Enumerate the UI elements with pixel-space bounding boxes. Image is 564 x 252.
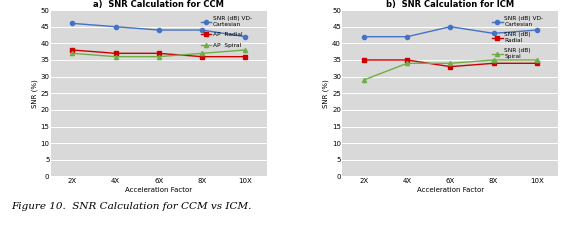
AP  Radial <box>155 52 162 55</box>
Title: a)  SNR Calculation for CCM: a) SNR Calculation for CCM <box>93 0 224 9</box>
AP  Spiral <box>69 52 76 55</box>
SNR (dB) VD-
Cartesian <box>155 28 162 32</box>
Y-axis label: SNR (%): SNR (%) <box>31 79 38 108</box>
SNR (dB)
Radial <box>360 58 367 61</box>
AP  Spiral <box>155 55 162 58</box>
Legend: SNR (dB) VD-
Cartesian, SNR (dB)
Radial, SNR (dB)
Spiral: SNR (dB) VD- Cartesian, SNR (dB) Radial,… <box>492 16 544 59</box>
Line: SNR (dB)
Radial: SNR (dB) Radial <box>362 58 539 69</box>
SNR (dB)
Spiral <box>534 58 540 61</box>
Y-axis label: SNR (%): SNR (%) <box>323 79 329 108</box>
Line: SNR (dB) VD-
Cartesian: SNR (dB) VD- Cartesian <box>362 25 539 39</box>
SNR (dB) VD-
Cartesian <box>534 28 540 32</box>
SNR (dB) VD-
Cartesian <box>447 25 454 28</box>
SNR (dB) VD-
Cartesian <box>199 28 205 32</box>
AP  Radial <box>112 52 119 55</box>
AP  Spiral <box>199 52 205 55</box>
SNR (dB)
Spiral <box>360 78 367 81</box>
AP  Radial <box>69 48 76 51</box>
SNR (dB) VD-
Cartesian <box>242 35 249 38</box>
SNR (dB) VD-
Cartesian <box>490 32 497 35</box>
SNR (dB)
Spiral <box>490 58 497 61</box>
AP  Spiral <box>242 48 249 51</box>
SNR (dB)
Spiral <box>447 62 454 65</box>
SNR (dB)
Radial <box>490 62 497 65</box>
X-axis label: Acceleration Factor: Acceleration Factor <box>125 186 192 193</box>
X-axis label: Acceleration Factor: Acceleration Factor <box>417 186 484 193</box>
Title: b)  SNR Calculation for ICM: b) SNR Calculation for ICM <box>386 0 514 9</box>
Line: SNR (dB) VD-
Cartesian: SNR (dB) VD- Cartesian <box>70 21 247 39</box>
SNR (dB)
Radial <box>404 58 411 61</box>
SNR (dB)
Radial <box>447 65 454 68</box>
SNR (dB) VD-
Cartesian <box>69 22 76 25</box>
SNR (dB) VD-
Cartesian <box>404 35 411 38</box>
AP  Spiral <box>112 55 119 58</box>
Line: AP  Spiral: AP Spiral <box>70 48 247 59</box>
SNR (dB) VD-
Cartesian <box>360 35 367 38</box>
Legend: SNR (dB) VD-
Cartesian, AP  Radial, AP  Spiral: SNR (dB) VD- Cartesian, AP Radial, AP Sp… <box>201 16 252 48</box>
AP  Radial <box>242 55 249 58</box>
Line: SNR (dB)
Spiral: SNR (dB) Spiral <box>362 58 539 82</box>
Text: Figure 10.  SNR Calculation for CCM vs ICM.: Figure 10. SNR Calculation for CCM vs IC… <box>11 202 252 211</box>
AP  Radial <box>199 55 205 58</box>
SNR (dB)
Radial <box>534 62 540 65</box>
SNR (dB) VD-
Cartesian <box>112 25 119 28</box>
SNR (dB)
Spiral <box>404 62 411 65</box>
Line: AP  Radial: AP Radial <box>70 48 247 59</box>
